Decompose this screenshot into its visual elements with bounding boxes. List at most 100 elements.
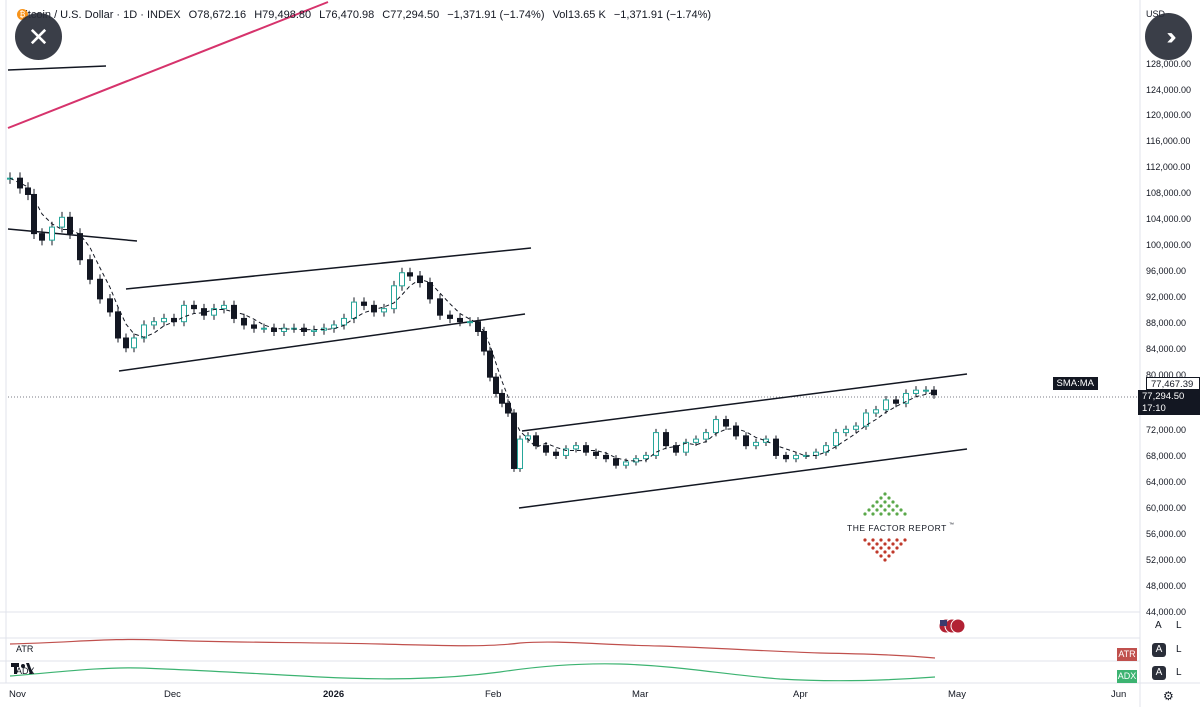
gear-icon[interactable]: ⚙	[1163, 689, 1174, 703]
trend-line-short[interactable]	[7, 65, 107, 71]
factor-report-logo: THE FACTOR REPORT ™	[847, 492, 954, 562]
price-tick: 52,000.00	[1146, 555, 1186, 565]
price-tick: 104,000.00	[1146, 214, 1191, 224]
logo-dot-green	[903, 512, 907, 516]
adx-auto-scale-button[interactable]: A	[1152, 666, 1166, 680]
channel-upper-2[interactable]	[521, 373, 968, 432]
price-tick: 48,000.00	[1146, 581, 1186, 591]
logo-dot-red	[887, 538, 891, 542]
price-axis[interactable]: 128,000.00 124,000.00 120,000.00 116,000…	[1146, 59, 1191, 617]
candle-down	[97, 278, 103, 300]
candle-down	[107, 298, 113, 313]
price-tick: 64,000.00	[1146, 477, 1186, 487]
channel-lower-2[interactable]	[518, 448, 968, 509]
double-chevron-right-icon: ››	[1166, 22, 1177, 50]
logo-dot-green	[883, 500, 887, 504]
logo-dot-red	[879, 546, 883, 550]
price-tick: 68,000.00	[1146, 451, 1186, 461]
moving-average-line	[9, 177, 935, 462]
logo-dot-green	[883, 492, 887, 496]
expand-button[interactable]: ››	[1145, 13, 1192, 60]
candle-up	[131, 337, 137, 349]
us-flag-icon[interactable]	[938, 618, 966, 634]
close-button[interactable]: ✕	[15, 13, 62, 60]
logo-dot-red	[879, 538, 883, 542]
candle-down	[437, 298, 443, 316]
adx-log-scale-button[interactable]: L	[1176, 667, 1182, 678]
channel-lower-1[interactable]	[118, 313, 526, 372]
candle-up	[151, 321, 157, 326]
candle-up	[161, 317, 167, 323]
candle-up	[467, 321, 473, 324]
logo-dot-red	[871, 538, 875, 542]
candle-up	[573, 445, 579, 450]
currency-label[interactable]: USD	[1146, 9, 1166, 19]
candle-up	[351, 301, 357, 319]
log-scale-button[interactable]: L	[1176, 620, 1182, 631]
symbol-legend[interactable]: Bitcoin / U.S. Dollar · 1D · INDEX O78,6…	[18, 9, 716, 21]
symbol-name[interactable]: Bitcoin / U.S. Dollar · 1D · INDEX	[18, 9, 181, 21]
time-axis[interactable]: Nov Dec 2026 Feb Mar Apr May Jun	[9, 689, 1126, 700]
candle-up	[59, 216, 65, 228]
candle-up	[633, 458, 639, 463]
candle-down	[511, 412, 517, 469]
candle-down	[733, 425, 739, 437]
tradingview-logo-icon[interactable]	[11, 663, 33, 674]
logo-dot-red	[875, 542, 879, 546]
logo-dot-green	[879, 504, 883, 508]
time-label: May	[948, 689, 966, 700]
atr-log-scale-button[interactable]: L	[1176, 644, 1182, 655]
candle-up	[683, 441, 689, 453]
trend-line-resistance-left[interactable]	[7, 228, 138, 242]
logo-dot-red	[879, 554, 883, 558]
candle-up	[713, 419, 719, 434]
logo-dot-red	[875, 550, 879, 554]
candle-down	[603, 454, 609, 460]
channel-upper-1[interactable]	[125, 247, 532, 290]
logo-dot-green	[879, 512, 883, 516]
time-label: Feb	[485, 689, 501, 700]
logo-dot-green	[891, 508, 895, 512]
candle-down	[447, 314, 453, 319]
logo-dot-red	[887, 554, 891, 558]
logo-dot-red	[883, 542, 887, 546]
candle-down	[663, 432, 669, 447]
price-tick: 124,000.00	[1146, 85, 1191, 95]
candle-down	[533, 435, 539, 447]
trend-line-pink[interactable]	[7, 1, 329, 129]
logo-dot-green	[863, 512, 867, 516]
candle-up	[853, 425, 859, 430]
bitcoin-icon: ₿	[17, 9, 28, 20]
atr-auto-scale-button[interactable]: A	[1152, 643, 1166, 657]
candle-down	[457, 317, 463, 323]
candle-up	[653, 432, 659, 456]
candle-down	[613, 458, 619, 466]
time-label: 2026	[323, 689, 344, 700]
atr-indicator-label[interactable]: ATR	[16, 644, 34, 654]
candlestick-series	[7, 172, 937, 472]
sma-value-tag: 77,467.39	[1146, 377, 1200, 390]
time-label: Dec	[164, 689, 181, 700]
price-tick: 80,000.00	[1146, 370, 1186, 380]
adx-indicator-label[interactable]: ADX	[16, 666, 35, 676]
auto-scale-button[interactable]: A	[1155, 620, 1162, 631]
bar-countdown: 17:10	[1138, 402, 1200, 415]
candle-up	[211, 308, 217, 316]
logo-dot-green	[895, 512, 899, 516]
candle-up	[883, 399, 889, 411]
logo-dot-green	[887, 496, 891, 500]
candle-up	[391, 285, 397, 310]
logo-dot-red	[867, 542, 871, 546]
adx-value-tag: ADX	[1117, 670, 1137, 683]
candle-down	[543, 445, 549, 453]
candle-up	[141, 324, 147, 339]
candle-down	[783, 454, 789, 460]
candle-up	[913, 389, 919, 394]
candle-up	[753, 441, 759, 447]
candle-down	[475, 321, 481, 332]
candle-down	[407, 272, 413, 277]
price-tick: 60,000.00	[1146, 503, 1186, 513]
logo-dot-red	[899, 542, 903, 546]
